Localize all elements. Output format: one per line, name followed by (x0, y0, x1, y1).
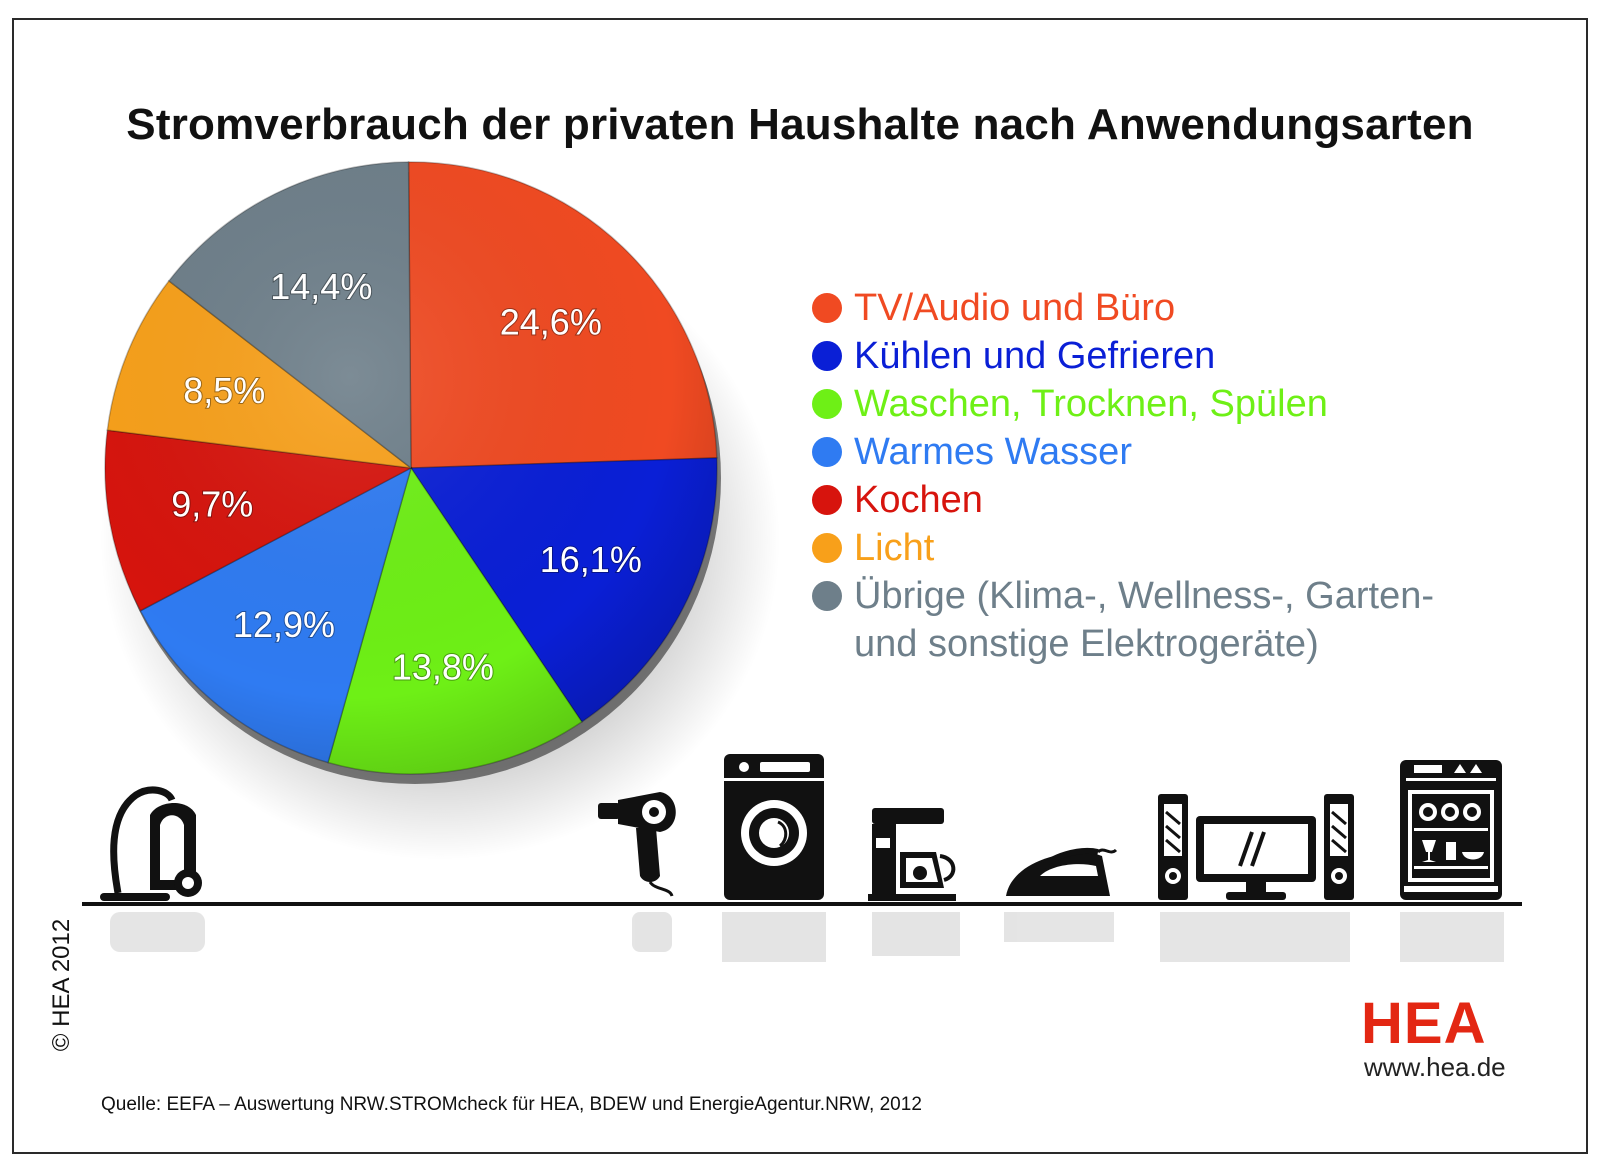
vacuum-cleaner-icon (100, 786, 202, 901)
legend-dot-tv (812, 293, 842, 323)
website-link[interactable]: www.hea.de (1364, 1052, 1506, 1082)
slice-label-waschen: 13,8% (392, 646, 494, 687)
legend-item-waschen: Waschen, Trocknen, Spülen (812, 380, 1434, 428)
legend-label-uebrige: Übrige (Klima-, Wellness-, Garten- und s… (854, 575, 1435, 665)
legend-label-wasser: Warmes Wasser (854, 431, 1132, 473)
slice-label-tv: 24,6% (500, 301, 602, 342)
legend-dot-kochen (812, 485, 842, 515)
slice-label-kochen: 9,7% (171, 483, 253, 524)
legend-item-kuehlen: Kühlen und Gefrieren (812, 332, 1434, 380)
copyright: © HEA 2012 (48, 918, 75, 1052)
legend-dot-uebrige (812, 581, 842, 611)
legend-dot-waschen (812, 389, 842, 419)
legend-item-licht: Licht (812, 524, 1434, 572)
legend-dot-licht (812, 533, 842, 563)
slice-label-kuehlen: 16,1% (540, 539, 642, 580)
hair-dryer-icon (598, 792, 676, 897)
slice-label-licht: 8,5% (183, 370, 265, 411)
slice-label-wasser: 12,9% (233, 604, 335, 645)
legend-item-tv: TV/Audio und Büro (812, 284, 1434, 332)
legend-item-wasser: Warmes Wasser (812, 428, 1434, 476)
washing-machine-icon (724, 754, 824, 900)
legend-label-licht: Licht (854, 527, 935, 569)
legend-label-waschen: Waschen, Trocknen, Spülen (854, 383, 1328, 425)
legend-label-kochen: Kochen (854, 479, 983, 521)
hea-logo: HEA (1361, 991, 1487, 1056)
iron-icon (1006, 848, 1118, 896)
legend-label-kuehlen: Kühlen und Gefrieren (854, 335, 1216, 377)
chart-title: Stromverbrauch der privaten Haushalte na… (126, 100, 1474, 149)
coffee-machine-icon (868, 808, 956, 901)
legend-item-kochen: Kochen (812, 476, 1434, 524)
slice-label-uebrige: 14,4% (270, 266, 372, 307)
source-note: Quelle: EEFA – Auswertung NRW.STROMcheck… (101, 1094, 922, 1115)
legend-item-uebrige: Übrige (Klima-, Wellness-, Garten- und s… (812, 572, 1434, 668)
legend: TV/Audio und Büro Kühlen und Gefrieren Was… (812, 284, 1434, 668)
legend-dot-kuehlen (812, 341, 842, 371)
tv-stereo-icon (1158, 794, 1354, 900)
legend-dot-wasser (812, 437, 842, 467)
dishwasher-icon (1400, 760, 1502, 900)
legend-label-tv: TV/Audio und Büro (854, 287, 1176, 329)
ground-line (82, 902, 1522, 906)
